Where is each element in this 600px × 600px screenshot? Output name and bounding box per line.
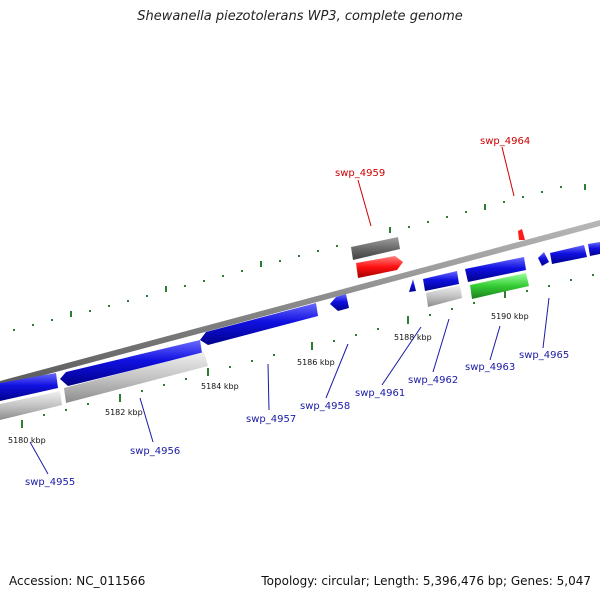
genome-summary-text: Topology: circular; Length: 5,396,476 bp… [261,574,591,588]
leader-4962 [432,318,450,373]
gene-feature-4957[interactable] [200,303,318,345]
gene-label-4959[interactable]: swp_4959 [335,168,385,179]
gene-label-4956[interactable]: swp_4956 [130,446,180,457]
gene-label-4965[interactable]: swp_4965 [519,350,569,361]
forward-strand-features [351,229,600,291]
scale-label-5180: 5180 kbp [8,436,46,445]
gene-feature-4955[interactable] [0,373,58,401]
gene-feature-4956-pseudo[interactable] [64,352,208,403]
leader-4961 [381,326,422,386]
gene-label-4962[interactable]: swp_4962 [408,375,458,386]
gene-feature-blue-b[interactable] [423,271,459,291]
gene-feature-4955-pseudo[interactable] [0,391,62,420]
gene-labels: swp_4955 swp_4956 swp_4957 swp_4958 swp_… [25,136,569,488]
scale-label-5182: 5182 kbp [105,408,143,417]
accession-text: Accession: NC_011566 [9,574,146,588]
gene-label-4958[interactable]: swp_4958 [300,401,350,412]
gene-label-4961[interactable]: swp_4961 [355,388,405,399]
genome-title: Shewanella piezotolerans WP3, complete g… [137,9,463,24]
leader-4956 [139,397,154,443]
leader-4955 [29,441,49,475]
scale-label-5190: 5190 kbp [491,312,529,321]
gene-feature-4961[interactable] [409,279,416,292]
gene-label-4963[interactable]: swp_4963 [465,362,515,373]
gene-feature-blue-d[interactable] [550,245,587,264]
gene-label-4957[interactable]: swp_4957 [246,414,296,425]
gene-feature-blue-e[interactable] [588,242,600,256]
scale-label-5188: 5188 kbp [394,333,432,342]
scale-labels: 5180 kbp 5182 kbp 5184 kbp 5186 kbp 5188… [8,312,529,445]
leader-4964 [501,146,515,197]
upper-tick-track [13,184,586,331]
genome-backbone [0,220,600,387]
scale-label-5186: 5186 kbp [297,358,335,367]
gene-feature-4958[interactable] [330,294,349,311]
gene-feature-blue-a[interactable] [465,257,526,282]
leader-4965 [542,297,550,349]
gene-feature-4956[interactable] [60,340,202,386]
gene-label-4955[interactable]: swp_4955 [25,477,75,488]
gene-feature-4964-marker[interactable] [518,229,525,240]
gene-feature-4959-dark[interactable] [351,237,400,260]
leader-4963 [489,325,501,361]
gene-feature-4959-red[interactable] [356,256,403,278]
gene-feature-blue-c[interactable] [538,252,549,266]
lower-tick-track [21,274,594,428]
leader-4959 [357,179,372,227]
gene-label-4964[interactable]: swp_4964 [480,136,530,147]
reverse-strand-features [0,273,529,420]
gene-feature-4962[interactable] [426,285,462,307]
scale-label-5184: 5184 kbp [201,382,239,391]
gene-feature-4963[interactable] [470,273,529,299]
leader-4958 [325,343,349,399]
gene-leader-lines [29,146,550,475]
leader-4957 [267,363,270,411]
